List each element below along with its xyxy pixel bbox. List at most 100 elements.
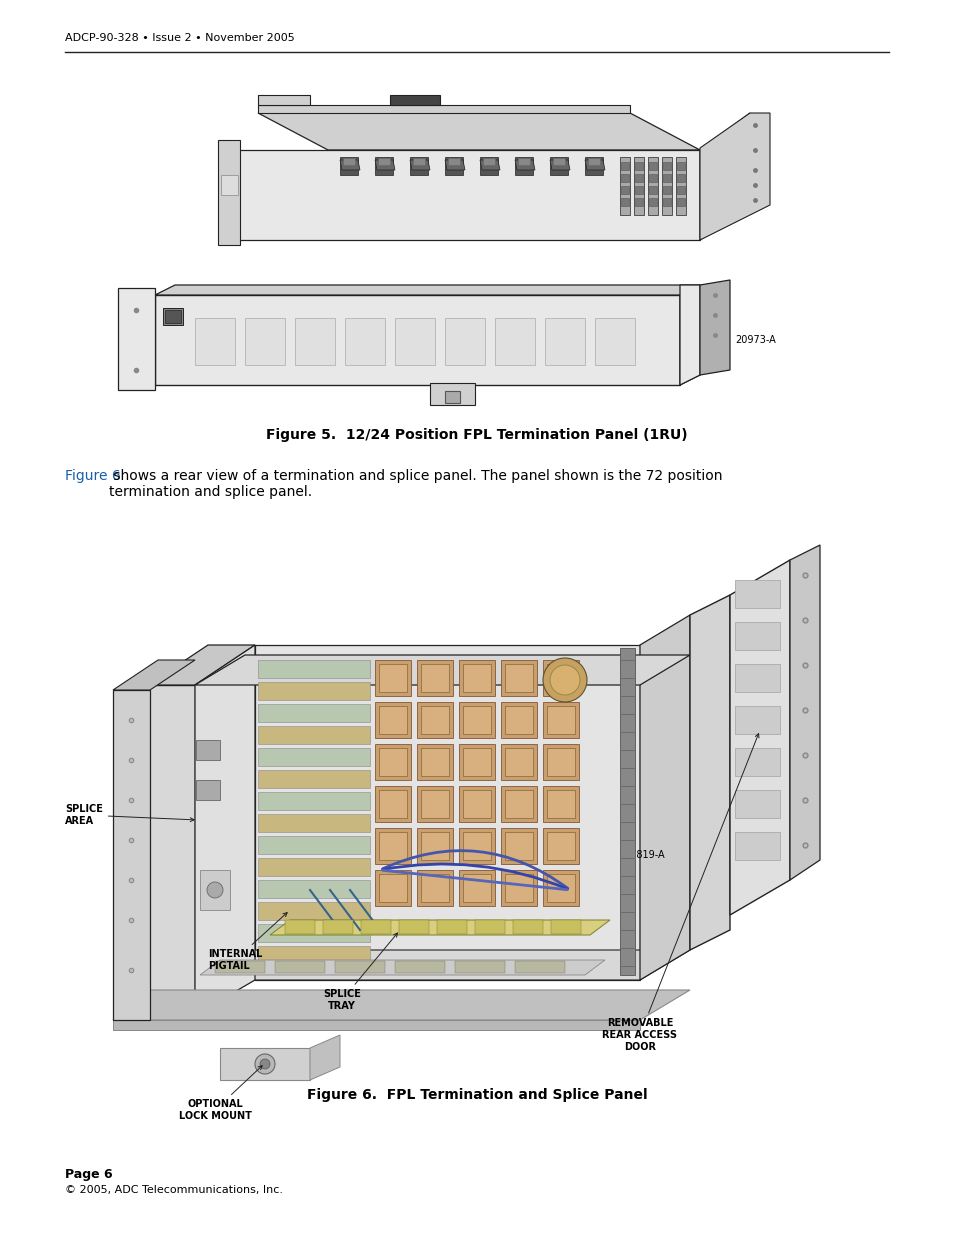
Polygon shape bbox=[734, 790, 780, 818]
Polygon shape bbox=[504, 748, 533, 776]
Polygon shape bbox=[458, 701, 495, 739]
Polygon shape bbox=[194, 317, 234, 366]
Polygon shape bbox=[343, 158, 355, 165]
Polygon shape bbox=[500, 785, 537, 823]
Polygon shape bbox=[194, 950, 689, 981]
Circle shape bbox=[550, 664, 579, 695]
Polygon shape bbox=[500, 869, 537, 906]
Text: 17819-A: 17819-A bbox=[624, 850, 665, 860]
Polygon shape bbox=[504, 664, 533, 692]
Polygon shape bbox=[245, 317, 285, 366]
Polygon shape bbox=[378, 748, 407, 776]
Polygon shape bbox=[377, 158, 390, 165]
Polygon shape bbox=[148, 645, 254, 685]
Polygon shape bbox=[495, 317, 535, 366]
Polygon shape bbox=[515, 161, 535, 170]
Polygon shape bbox=[619, 648, 635, 974]
Polygon shape bbox=[148, 685, 194, 1015]
Polygon shape bbox=[310, 1035, 339, 1079]
Polygon shape bbox=[729, 559, 789, 915]
Polygon shape bbox=[515, 157, 533, 175]
Polygon shape bbox=[221, 175, 237, 195]
Polygon shape bbox=[584, 157, 602, 175]
Polygon shape bbox=[339, 157, 357, 175]
Polygon shape bbox=[420, 664, 449, 692]
Polygon shape bbox=[163, 308, 183, 325]
Polygon shape bbox=[595, 317, 635, 366]
Polygon shape bbox=[375, 785, 411, 823]
Polygon shape bbox=[200, 869, 230, 910]
Polygon shape bbox=[257, 95, 310, 105]
Polygon shape bbox=[257, 924, 370, 942]
Polygon shape bbox=[257, 704, 370, 722]
Polygon shape bbox=[378, 706, 407, 734]
Polygon shape bbox=[551, 920, 580, 934]
Polygon shape bbox=[420, 748, 449, 776]
Polygon shape bbox=[515, 961, 564, 973]
Polygon shape bbox=[635, 186, 642, 194]
Polygon shape bbox=[546, 664, 575, 692]
Polygon shape bbox=[635, 162, 642, 170]
Polygon shape bbox=[323, 920, 353, 934]
Circle shape bbox=[207, 882, 223, 898]
Polygon shape bbox=[360, 920, 391, 934]
Polygon shape bbox=[416, 827, 453, 864]
Polygon shape bbox=[420, 706, 449, 734]
Polygon shape bbox=[398, 920, 429, 934]
Text: 20973-A: 20973-A bbox=[734, 335, 775, 345]
Text: ADCP-90-328 • Issue 2 • November 2005: ADCP-90-328 • Issue 2 • November 2005 bbox=[65, 33, 294, 43]
Text: Figure 5.  12/24 Position FPL Termination Panel (1RU): Figure 5. 12/24 Position FPL Termination… bbox=[266, 429, 687, 442]
Polygon shape bbox=[662, 186, 670, 194]
Polygon shape bbox=[378, 874, 407, 902]
Polygon shape bbox=[194, 645, 254, 1015]
Polygon shape bbox=[513, 920, 542, 934]
Polygon shape bbox=[635, 174, 642, 182]
Polygon shape bbox=[436, 920, 467, 934]
Polygon shape bbox=[679, 285, 700, 385]
Polygon shape bbox=[700, 112, 769, 240]
Polygon shape bbox=[416, 743, 453, 781]
Polygon shape bbox=[375, 827, 411, 864]
Polygon shape bbox=[648, 162, 657, 170]
Polygon shape bbox=[444, 157, 462, 175]
Polygon shape bbox=[154, 295, 679, 385]
Polygon shape bbox=[504, 832, 533, 860]
Polygon shape bbox=[285, 920, 314, 934]
Polygon shape bbox=[542, 701, 578, 739]
Polygon shape bbox=[634, 157, 643, 215]
Polygon shape bbox=[375, 161, 395, 170]
Polygon shape bbox=[504, 874, 533, 902]
Polygon shape bbox=[395, 317, 435, 366]
Polygon shape bbox=[676, 157, 685, 215]
Polygon shape bbox=[257, 748, 370, 766]
Polygon shape bbox=[294, 317, 335, 366]
Polygon shape bbox=[448, 158, 459, 165]
Polygon shape bbox=[677, 174, 684, 182]
Polygon shape bbox=[257, 858, 370, 876]
Polygon shape bbox=[257, 902, 370, 920]
Polygon shape bbox=[410, 161, 430, 170]
Polygon shape bbox=[620, 162, 628, 170]
Text: INTERNAL
PIGTAIL: INTERNAL PIGTAIL bbox=[208, 913, 287, 971]
Polygon shape bbox=[257, 682, 370, 700]
Polygon shape bbox=[420, 790, 449, 818]
Polygon shape bbox=[542, 827, 578, 864]
Polygon shape bbox=[257, 836, 370, 853]
Polygon shape bbox=[378, 832, 407, 860]
Polygon shape bbox=[458, 743, 495, 781]
Polygon shape bbox=[375, 701, 411, 739]
Polygon shape bbox=[500, 743, 537, 781]
Polygon shape bbox=[500, 701, 537, 739]
Polygon shape bbox=[546, 706, 575, 734]
Text: SPLICE
TRAY: SPLICE TRAY bbox=[323, 932, 397, 1010]
Text: Page 6: Page 6 bbox=[65, 1168, 112, 1181]
Polygon shape bbox=[661, 157, 671, 215]
Polygon shape bbox=[420, 874, 449, 902]
Polygon shape bbox=[542, 743, 578, 781]
Polygon shape bbox=[378, 664, 407, 692]
Polygon shape bbox=[218, 140, 240, 245]
Polygon shape bbox=[546, 832, 575, 860]
Polygon shape bbox=[257, 881, 370, 898]
Polygon shape bbox=[416, 659, 453, 697]
Polygon shape bbox=[195, 740, 220, 760]
